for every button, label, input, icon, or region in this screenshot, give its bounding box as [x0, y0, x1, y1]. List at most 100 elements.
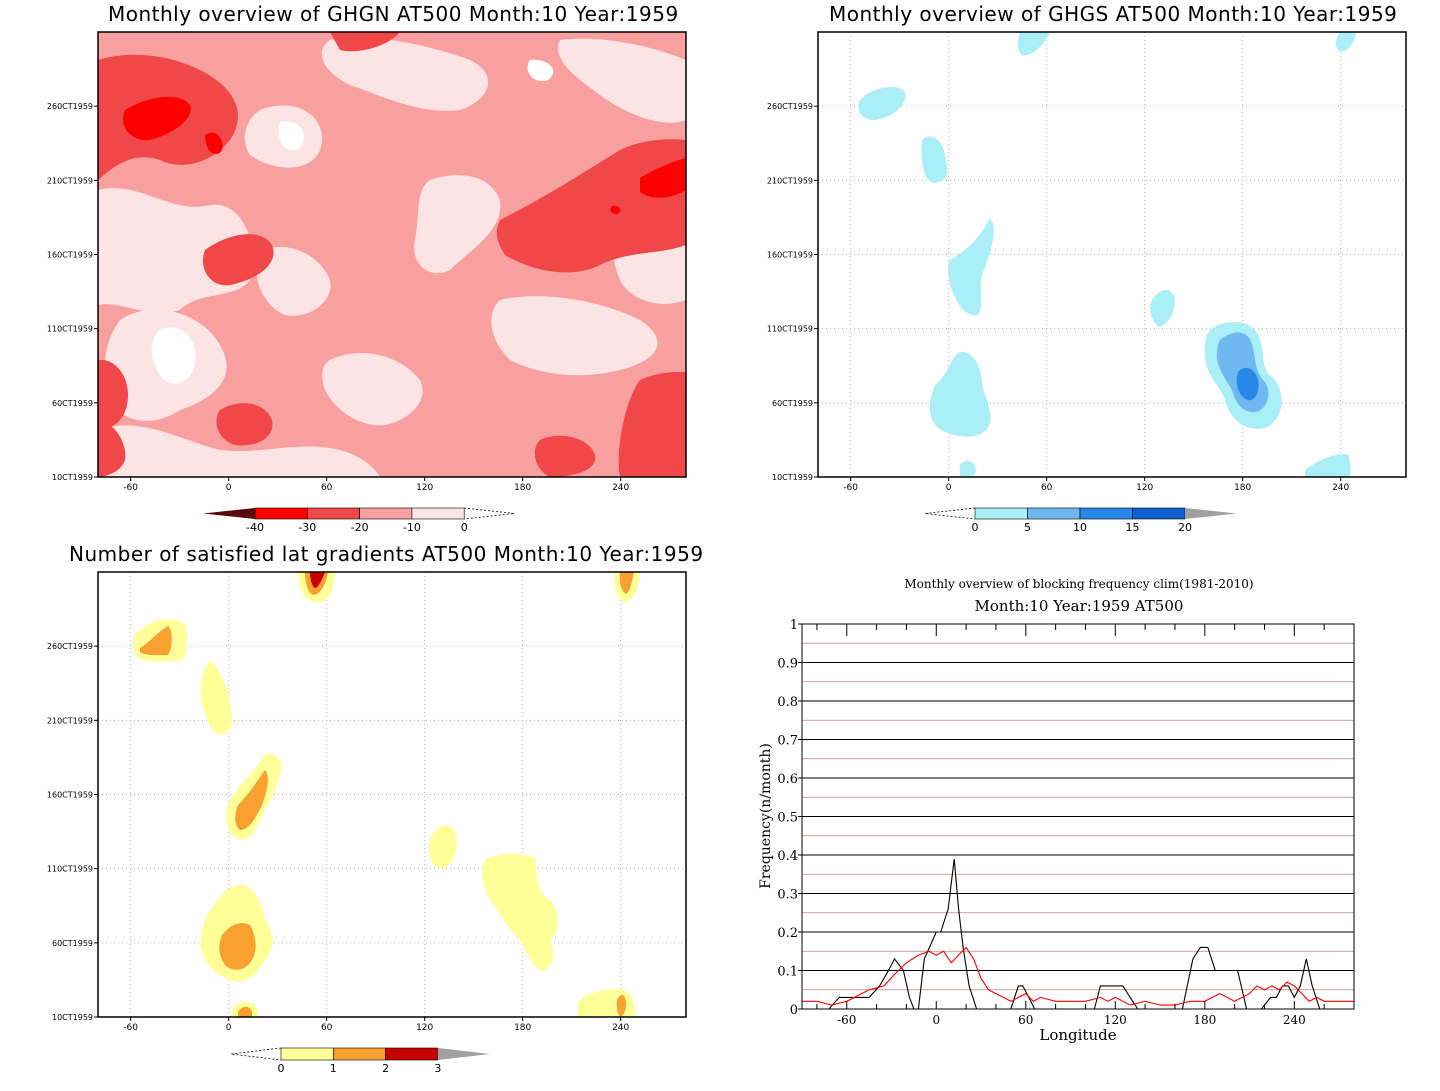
line-chart-subtitle: Month:10 Year:1959 AT500 — [975, 597, 1184, 615]
ghgn-level-20 — [98, 420, 126, 477]
ghgs-level-0 — [929, 351, 991, 437]
latgrad-level-2 — [616, 994, 626, 1017]
ghgs-level-0 — [1150, 289, 1175, 327]
y-tick-label: 260CT1959 — [47, 642, 93, 651]
ghgn-level-0 — [278, 121, 304, 151]
ghgs-colorbar: 0 5 10 15 20 — [924, 507, 1237, 534]
ghgs-contour-fields — [858, 32, 1356, 477]
y-tick-label: 60CT1959 — [772, 399, 813, 408]
colorbar-label: 1 — [330, 1062, 337, 1075]
ghgn-level-20 — [98, 359, 128, 430]
blocking-frequency-chart: Monthly overview of blocking frequency c… — [758, 577, 1355, 1044]
latgrad-plot-background — [98, 572, 686, 1017]
ghgn-level-20 — [330, 32, 400, 52]
x-tick-label: 240 — [1283, 1013, 1306, 1027]
colorbar-segment — [332, 1047, 386, 1061]
ghgs-plot-background — [818, 32, 1406, 477]
x-tick-label: 60 — [321, 1023, 333, 1033]
ghgn-heatmap: -60 0 60 120 180 240 10CT1959 60CT1959 110CT1959… — [47, 31, 687, 534]
ghgn-level-20 — [202, 234, 274, 286]
y-tick-label: 110CT1959 — [47, 325, 93, 334]
latgrad-colorbar: 0 1 2 3 — [230, 1047, 490, 1075]
x-tick-label: 180 — [1193, 1013, 1216, 1027]
x-tick-label: 120 — [416, 1023, 433, 1033]
line-xlabel: Longitude — [1039, 1026, 1116, 1044]
ghgn-level-0 — [491, 296, 658, 376]
ghgn-level-0 — [527, 59, 554, 82]
ghgn-level-30 — [205, 132, 223, 155]
ghgn-axes: -60 0 60 120 180 240 10CT1959 60CT1959 110CT1959… — [47, 102, 630, 493]
x-tick-label: -60 — [837, 1013, 856, 1027]
x-tick-label: 120 — [416, 483, 433, 493]
x-tick-label: 0 — [226, 483, 232, 493]
y-tick-label: 0.8 — [777, 695, 798, 710]
y-tick-label: 1 — [790, 618, 798, 633]
panel3-title: Number of satisfied lat gradients AT500 … — [69, 542, 704, 566]
ghgs-level-0 — [1018, 32, 1050, 56]
colorbar-left-extension — [924, 507, 976, 520]
ghgn-level-20 — [216, 403, 273, 446]
colorbar-segment — [1079, 507, 1133, 520]
ghgn-level-20 — [496, 139, 686, 273]
panel2-title: Monthly overview of GHGS AT500 Month:10 … — [829, 2, 1398, 26]
y-tick-label: 0.5 — [777, 811, 798, 826]
y-tick-label: 0.6 — [777, 772, 798, 787]
ghgn-level-20 — [618, 371, 686, 477]
x-tick-label: 120 — [1136, 483, 1153, 493]
y-tick-label: 210CT1959 — [47, 176, 93, 185]
x-tick-label: -60 — [843, 483, 858, 493]
ghgs-level-0 — [1335, 32, 1356, 52]
latgrad-level-2 — [238, 1006, 252, 1017]
colorbar-right-extension — [437, 1048, 490, 1060]
x-tick-label: 180 — [1234, 483, 1251, 493]
x-tick-label: 0 — [946, 483, 952, 493]
x-tick-label: 240 — [612, 483, 629, 493]
ghgn-level-20 — [534, 435, 596, 477]
ghgs-level-0 — [948, 218, 994, 316]
ghgn-level-0 — [558, 38, 686, 123]
y-tick-label: 110CT1959 — [47, 865, 93, 874]
latgrad-level-2 — [235, 770, 268, 830]
latgrad-level-1 — [200, 662, 232, 735]
y-tick-label: 0.7 — [777, 734, 798, 749]
y-tick-label: 210CT1959 — [47, 716, 93, 725]
colorbar-label: -10 — [403, 521, 421, 534]
line-grid — [802, 642, 1354, 991]
y-tick-label: 160CT1959 — [767, 251, 813, 260]
y-tick-label: 0.1 — [777, 965, 798, 980]
x-tick-label: 0 — [932, 1013, 940, 1027]
ghgn-level-0 — [321, 37, 489, 111]
ghgs-axes: -60 0 60 120 180 240 10CT1959 60CT1959 110CT1959… — [767, 102, 1350, 493]
y-tick-label: 260CT1959 — [767, 102, 813, 111]
colorbar-label: 5 — [1024, 521, 1031, 534]
colorbar-label: 10 — [1073, 521, 1087, 534]
line-axes: 0 0.1 0.2 0.3 0.4 0.5 0.6 0.7 0.8 0.9 1 -60 0 60 120 18… — [777, 618, 1355, 1027]
ghgs-level-0 — [858, 86, 906, 120]
colorbar-label: 3 — [434, 1062, 441, 1075]
y-tick-label: 210CT1959 — [767, 176, 813, 185]
x-tick-label: 180 — [514, 483, 531, 493]
colorbar-right-extension — [1185, 508, 1237, 519]
ghgn-contour-fields — [98, 32, 686, 477]
y-tick-label: 0.9 — [777, 657, 798, 672]
colorbar-left-extension — [203, 508, 255, 519]
ghgn-level-0 — [256, 246, 331, 316]
ghgn-level-0 — [98, 425, 380, 477]
x-tick-label: 240 — [612, 1023, 629, 1033]
latgrad-level-2 — [140, 626, 172, 656]
ghgs-heatmap: -60 0 60 120 180 240 10CT1959 60CT1959 110CT1959… — [767, 31, 1407, 534]
colorbar-label: 20 — [1178, 521, 1192, 534]
colorbar-segment — [974, 507, 1028, 520]
latgrad-level-2 — [219, 923, 256, 970]
x-tick-label: -60 — [123, 1023, 138, 1033]
ghgn-colorbar: -40 -30 -20 -10 0 — [203, 507, 515, 534]
panel1-title: Monthly overview of GHGN AT500 Month:10 … — [108, 2, 679, 26]
y-tick-label: 10CT1959 — [52, 473, 93, 482]
ghgn-level-30 — [640, 158, 686, 198]
ghgs-level-10 — [1236, 367, 1259, 401]
y-tick-label: 160CT1959 — [47, 251, 93, 260]
ghgn-level-0 — [414, 175, 501, 274]
lat-gradients-heatmap: -60 0 60 120 180 24010CT195960CT1959110CT1959… — [47, 571, 687, 1075]
ghgs-level-0 — [921, 136, 948, 183]
y-tick-label: 0.2 — [777, 926, 798, 941]
